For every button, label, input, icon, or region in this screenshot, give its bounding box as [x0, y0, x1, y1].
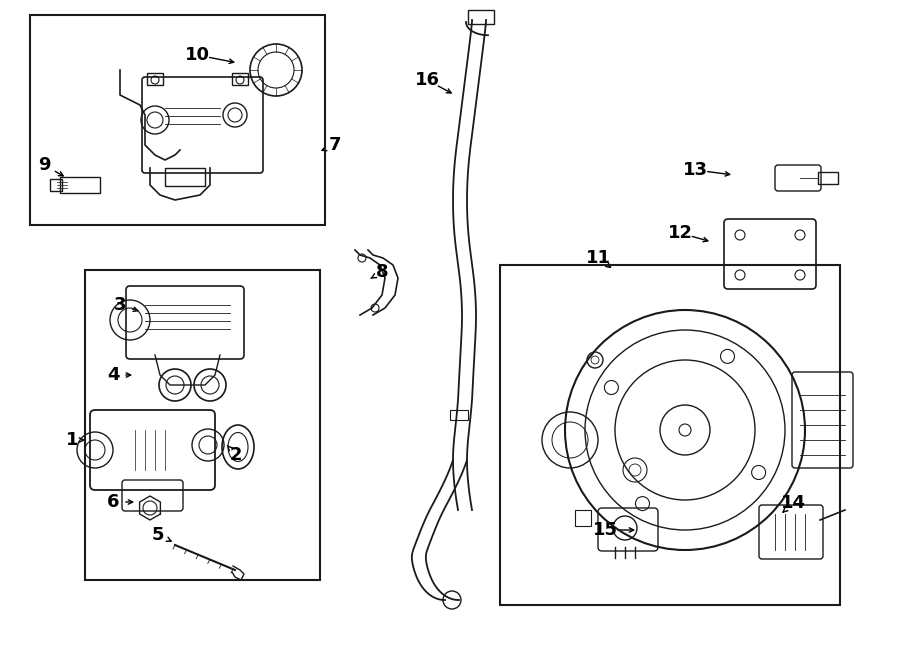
Text: 3: 3	[113, 296, 126, 314]
Text: 12: 12	[668, 224, 692, 242]
Text: 2: 2	[230, 446, 242, 464]
Bar	[85, 270, 320, 580]
Text: 5: 5	[152, 526, 164, 544]
Bar	[575, 510, 591, 526]
Bar	[30, 15, 325, 225]
Text: 16: 16	[415, 71, 439, 89]
Bar	[147, 73, 163, 85]
Text: 6: 6	[107, 493, 119, 511]
Text: 11: 11	[586, 249, 610, 267]
Text: 1: 1	[66, 431, 78, 449]
Text: 4: 4	[107, 366, 119, 384]
Bar	[165, 168, 205, 186]
Text: 7: 7	[328, 136, 341, 154]
Bar	[232, 73, 248, 85]
Text: 15: 15	[592, 521, 617, 539]
Bar	[818, 172, 838, 184]
Bar	[500, 265, 840, 605]
Text: 8: 8	[375, 263, 388, 281]
Text: 9: 9	[38, 156, 50, 174]
Bar	[60, 177, 100, 193]
Text: 10: 10	[184, 46, 210, 64]
Text: 13: 13	[682, 161, 707, 179]
Bar	[450, 410, 468, 420]
Bar	[50, 179, 62, 191]
Bar	[468, 10, 494, 24]
Text: 14: 14	[780, 494, 806, 512]
